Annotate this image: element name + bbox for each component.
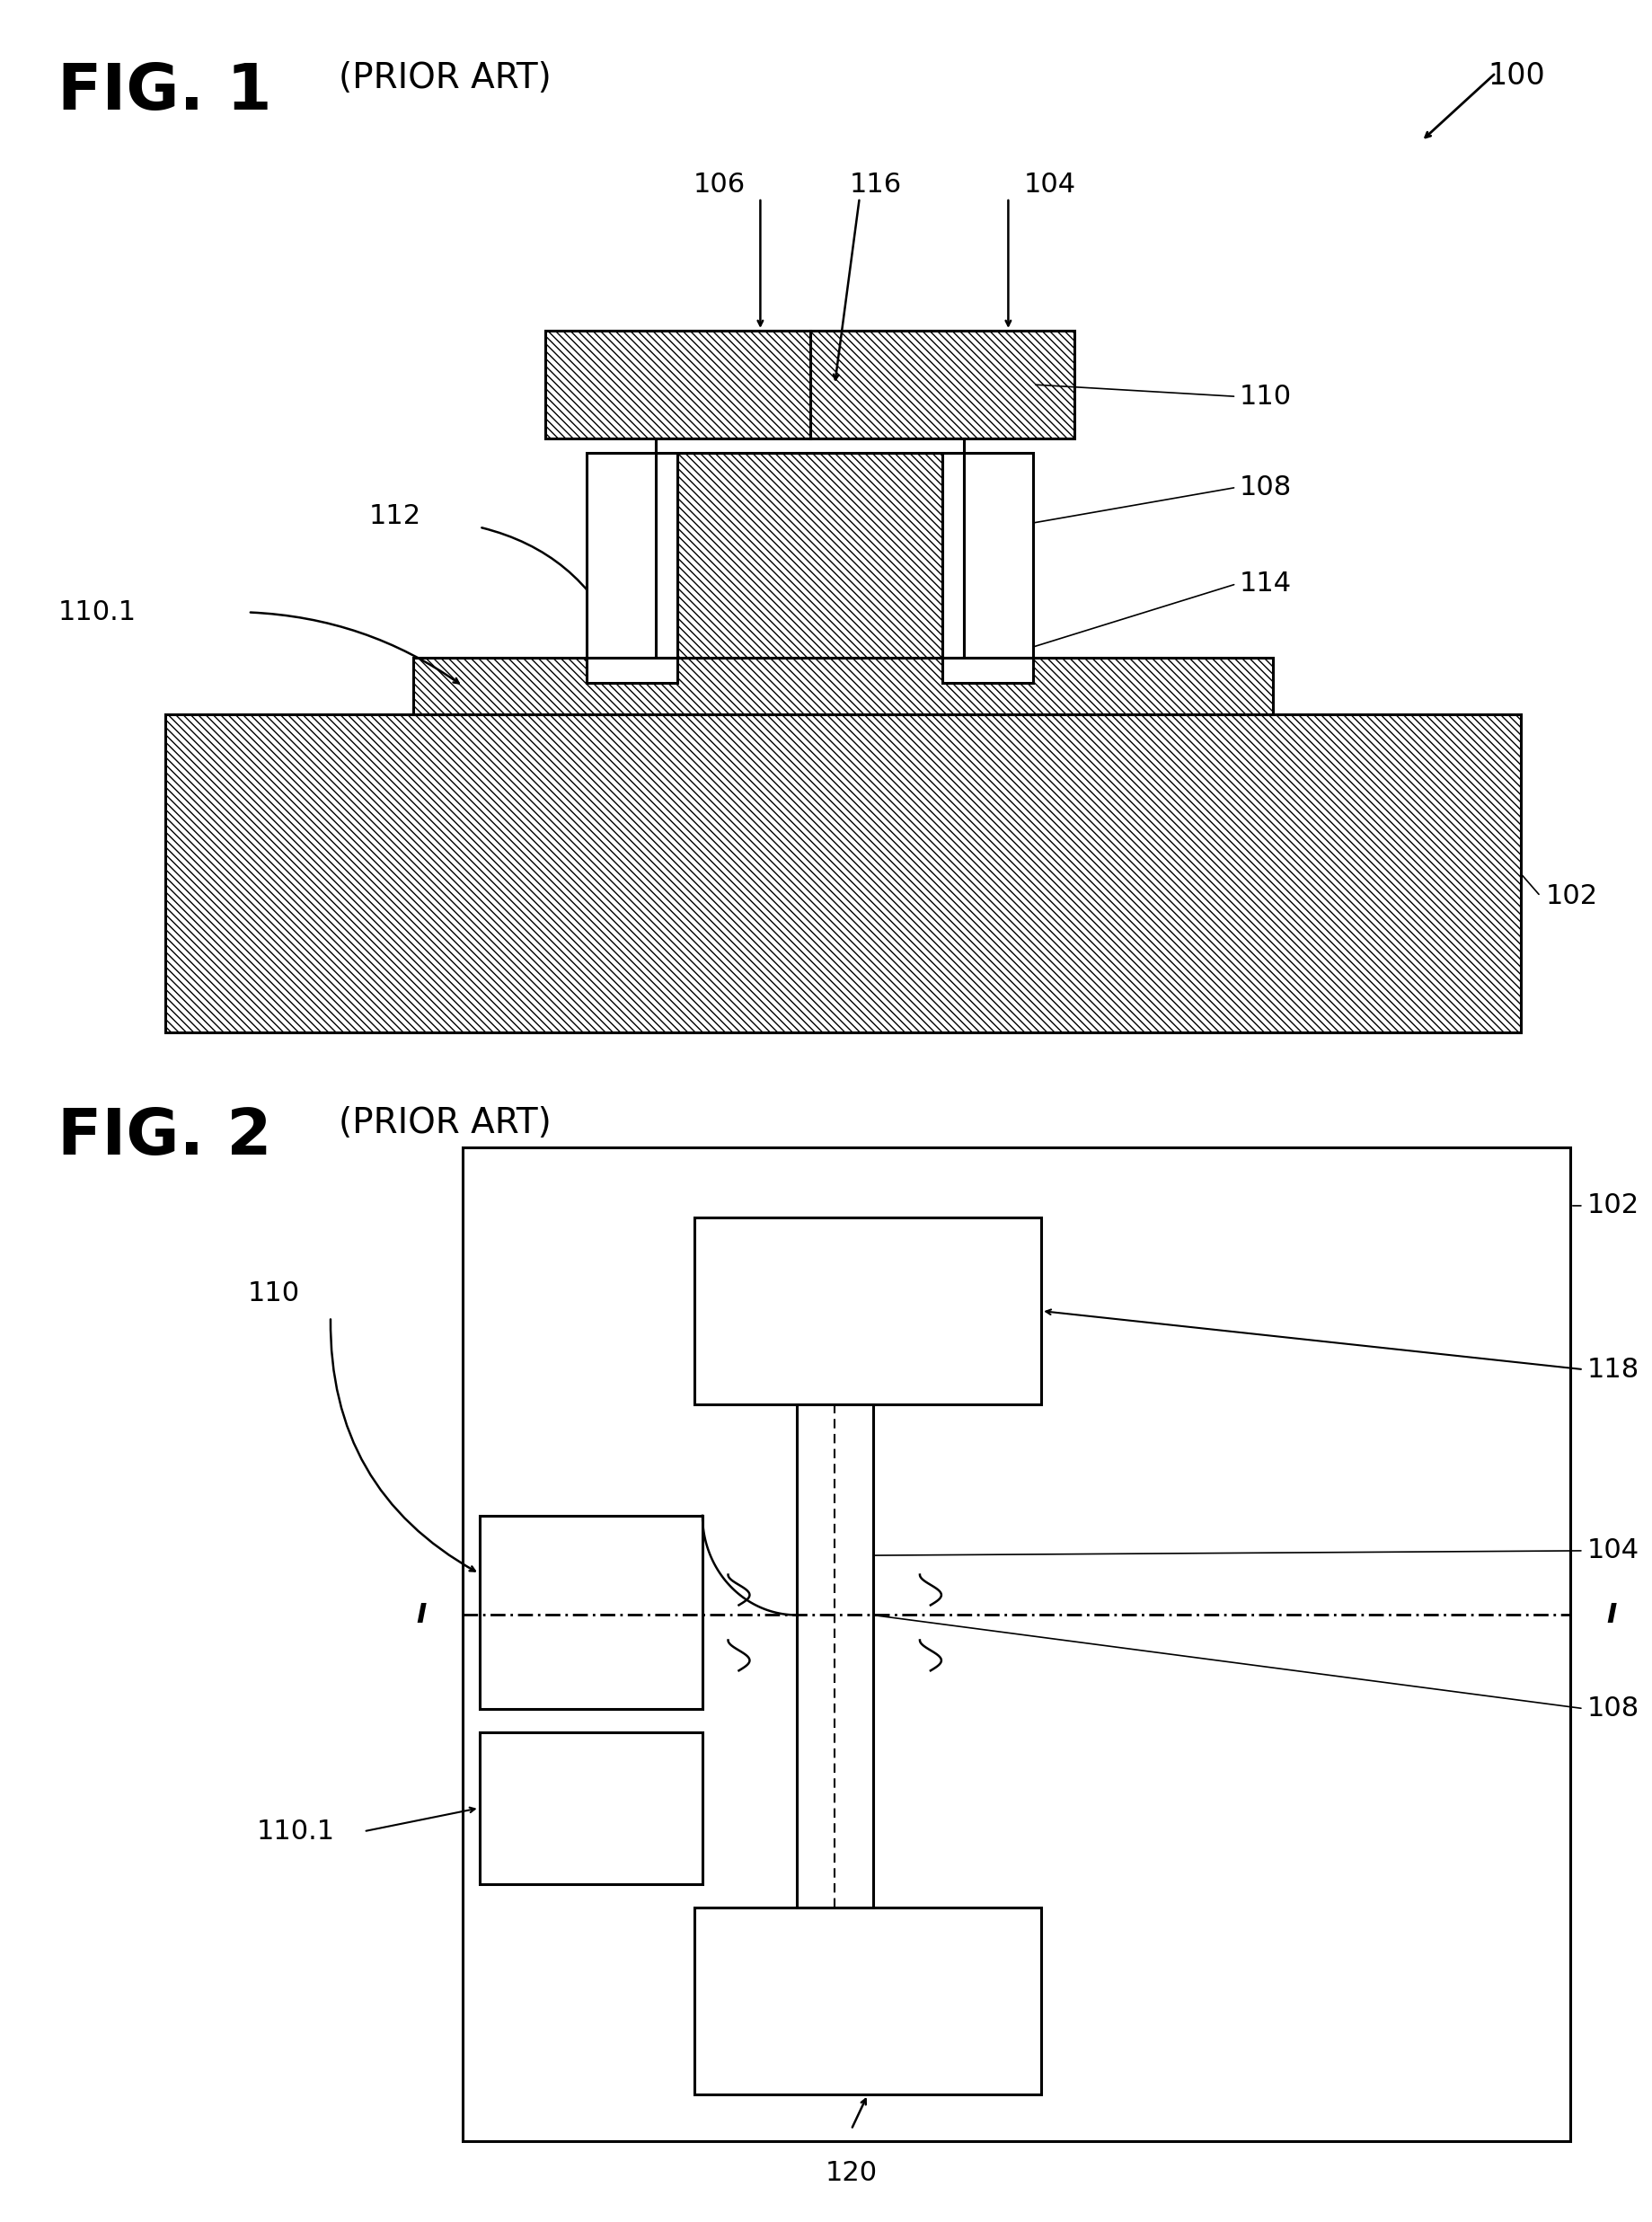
Bar xyxy=(413,658,1272,715)
Text: (PRIOR ART): (PRIOR ART) xyxy=(339,1107,552,1140)
Bar xyxy=(656,438,963,453)
Text: 110.1: 110.1 xyxy=(256,1818,334,1844)
Text: I: I xyxy=(1606,1602,1616,1629)
Text: 104: 104 xyxy=(1586,1538,1639,1564)
Text: 110: 110 xyxy=(1239,384,1292,409)
Text: 108: 108 xyxy=(1239,473,1292,500)
Text: 102: 102 xyxy=(1545,882,1597,909)
Text: 100: 100 xyxy=(1487,62,1545,91)
Text: FIG. 1: FIG. 1 xyxy=(58,62,273,124)
Bar xyxy=(545,331,1074,438)
Bar xyxy=(479,1731,702,1884)
Bar xyxy=(963,453,1032,658)
Text: 106: 106 xyxy=(692,171,745,198)
Text: I: I xyxy=(416,1602,426,1629)
Bar xyxy=(942,438,963,658)
Text: 104: 104 xyxy=(1023,171,1075,198)
Bar xyxy=(694,1906,1041,2095)
Text: 120: 120 xyxy=(824,2160,877,2186)
Bar xyxy=(677,453,942,658)
Bar xyxy=(942,658,1032,682)
Bar xyxy=(479,1515,702,1709)
Bar xyxy=(165,715,1520,1033)
Text: 114: 114 xyxy=(1239,571,1292,598)
Text: FIG. 2: FIG. 2 xyxy=(58,1107,273,1169)
Bar xyxy=(656,438,677,658)
Text: 110: 110 xyxy=(248,1280,301,1307)
Text: 116: 116 xyxy=(849,171,902,198)
Text: 118: 118 xyxy=(1586,1355,1639,1382)
Bar xyxy=(796,1404,872,1906)
Text: 112: 112 xyxy=(368,502,421,529)
Bar xyxy=(694,1218,1041,1404)
Bar xyxy=(586,658,677,682)
Text: (PRIOR ART): (PRIOR ART) xyxy=(339,62,552,96)
Bar xyxy=(463,1147,1569,2142)
Bar xyxy=(586,453,656,658)
Text: 108: 108 xyxy=(1586,1695,1639,1722)
Text: 102: 102 xyxy=(1586,1193,1639,1218)
Text: 110.1: 110.1 xyxy=(58,600,135,624)
